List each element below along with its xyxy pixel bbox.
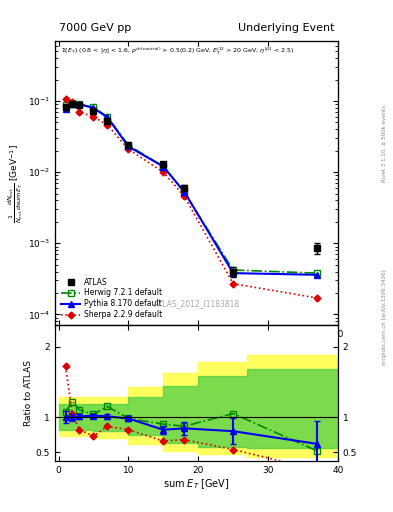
Y-axis label: Ratio to ATLAS: Ratio to ATLAS — [24, 360, 33, 426]
Text: Rivet 3.1.10, ≥ 500k events: Rivet 3.1.10, ≥ 500k events — [382, 105, 387, 182]
Text: ATLAS_2012_I1183818: ATLAS_2012_I1183818 — [153, 300, 240, 308]
Text: 7000 GeV pp: 7000 GeV pp — [59, 23, 131, 33]
Text: mcplots.cern.ch [arXiv:1306.3436]: mcplots.cern.ch [arXiv:1306.3436] — [382, 270, 387, 365]
Text: Underlying Event: Underlying Event — [237, 23, 334, 33]
Legend: ATLAS, Herwig 7.2.1 default, Pythia 8.170 default, Sherpa 2.2.9 default: ATLAS, Herwig 7.2.1 default, Pythia 8.17… — [59, 275, 165, 322]
X-axis label: sum $E_T$ [GeV]: sum $E_T$ [GeV] — [163, 477, 230, 491]
Y-axis label: $\frac{1}{N_\mathrm{evt}} \frac{dN_\mathrm{evt}}{d\mathrm{sum}\,E_T}$ [GeV$^{-1}: $\frac{1}{N_\mathrm{evt}} \frac{dN_\math… — [6, 144, 25, 223]
Text: $\Sigma(E_T)$ (0.8 < $|\eta|$ < 1.6, $p^{ch(neutral)}$ > 0.5(0.2) GeV, $E_T^{j12: $\Sigma(E_T)$ (0.8 < $|\eta|$ < 1.6, $p^… — [61, 45, 294, 56]
